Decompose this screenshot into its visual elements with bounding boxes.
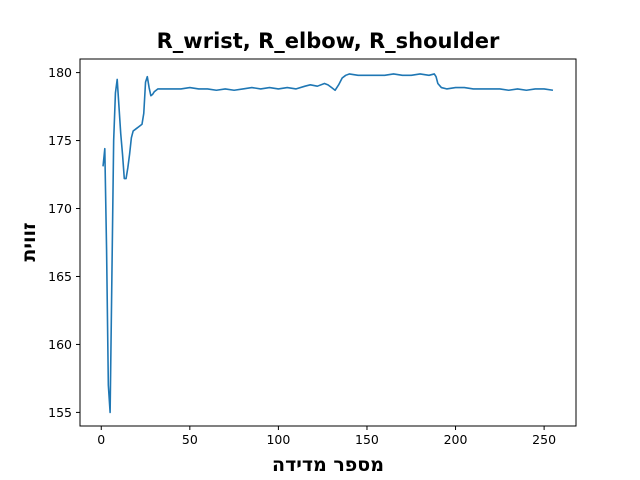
y-tick-label: 170 (48, 201, 72, 216)
x-axis: 0 50 100 150 200 250 (97, 426, 556, 447)
x-tick-label: 250 (532, 432, 556, 447)
plot-area (102, 73, 554, 414)
y-tick-label: 165 (48, 269, 72, 284)
y-tick-label: 155 (48, 405, 72, 420)
x-tick-label: 150 (355, 432, 379, 447)
y-tick-label: 160 (48, 337, 72, 352)
y-axis-label: זווית (18, 222, 40, 261)
chart-title: R_wrist, R_elbow, R_shoulder (157, 29, 500, 53)
x-tick-label: 200 (444, 432, 468, 447)
y-tick-label: 175 (48, 133, 72, 148)
x-tick-label: 50 (182, 432, 198, 447)
y-tick-label: 180 (48, 65, 72, 80)
x-tick-label: 0 (97, 432, 105, 447)
series-line-0 (102, 73, 554, 414)
x-axis-label: מספר מדידה (272, 454, 384, 476)
x-tick-label: 100 (266, 432, 290, 447)
y-axis: 155 160 165 170 175 180 (48, 65, 80, 420)
plot-frame (79, 58, 577, 427)
